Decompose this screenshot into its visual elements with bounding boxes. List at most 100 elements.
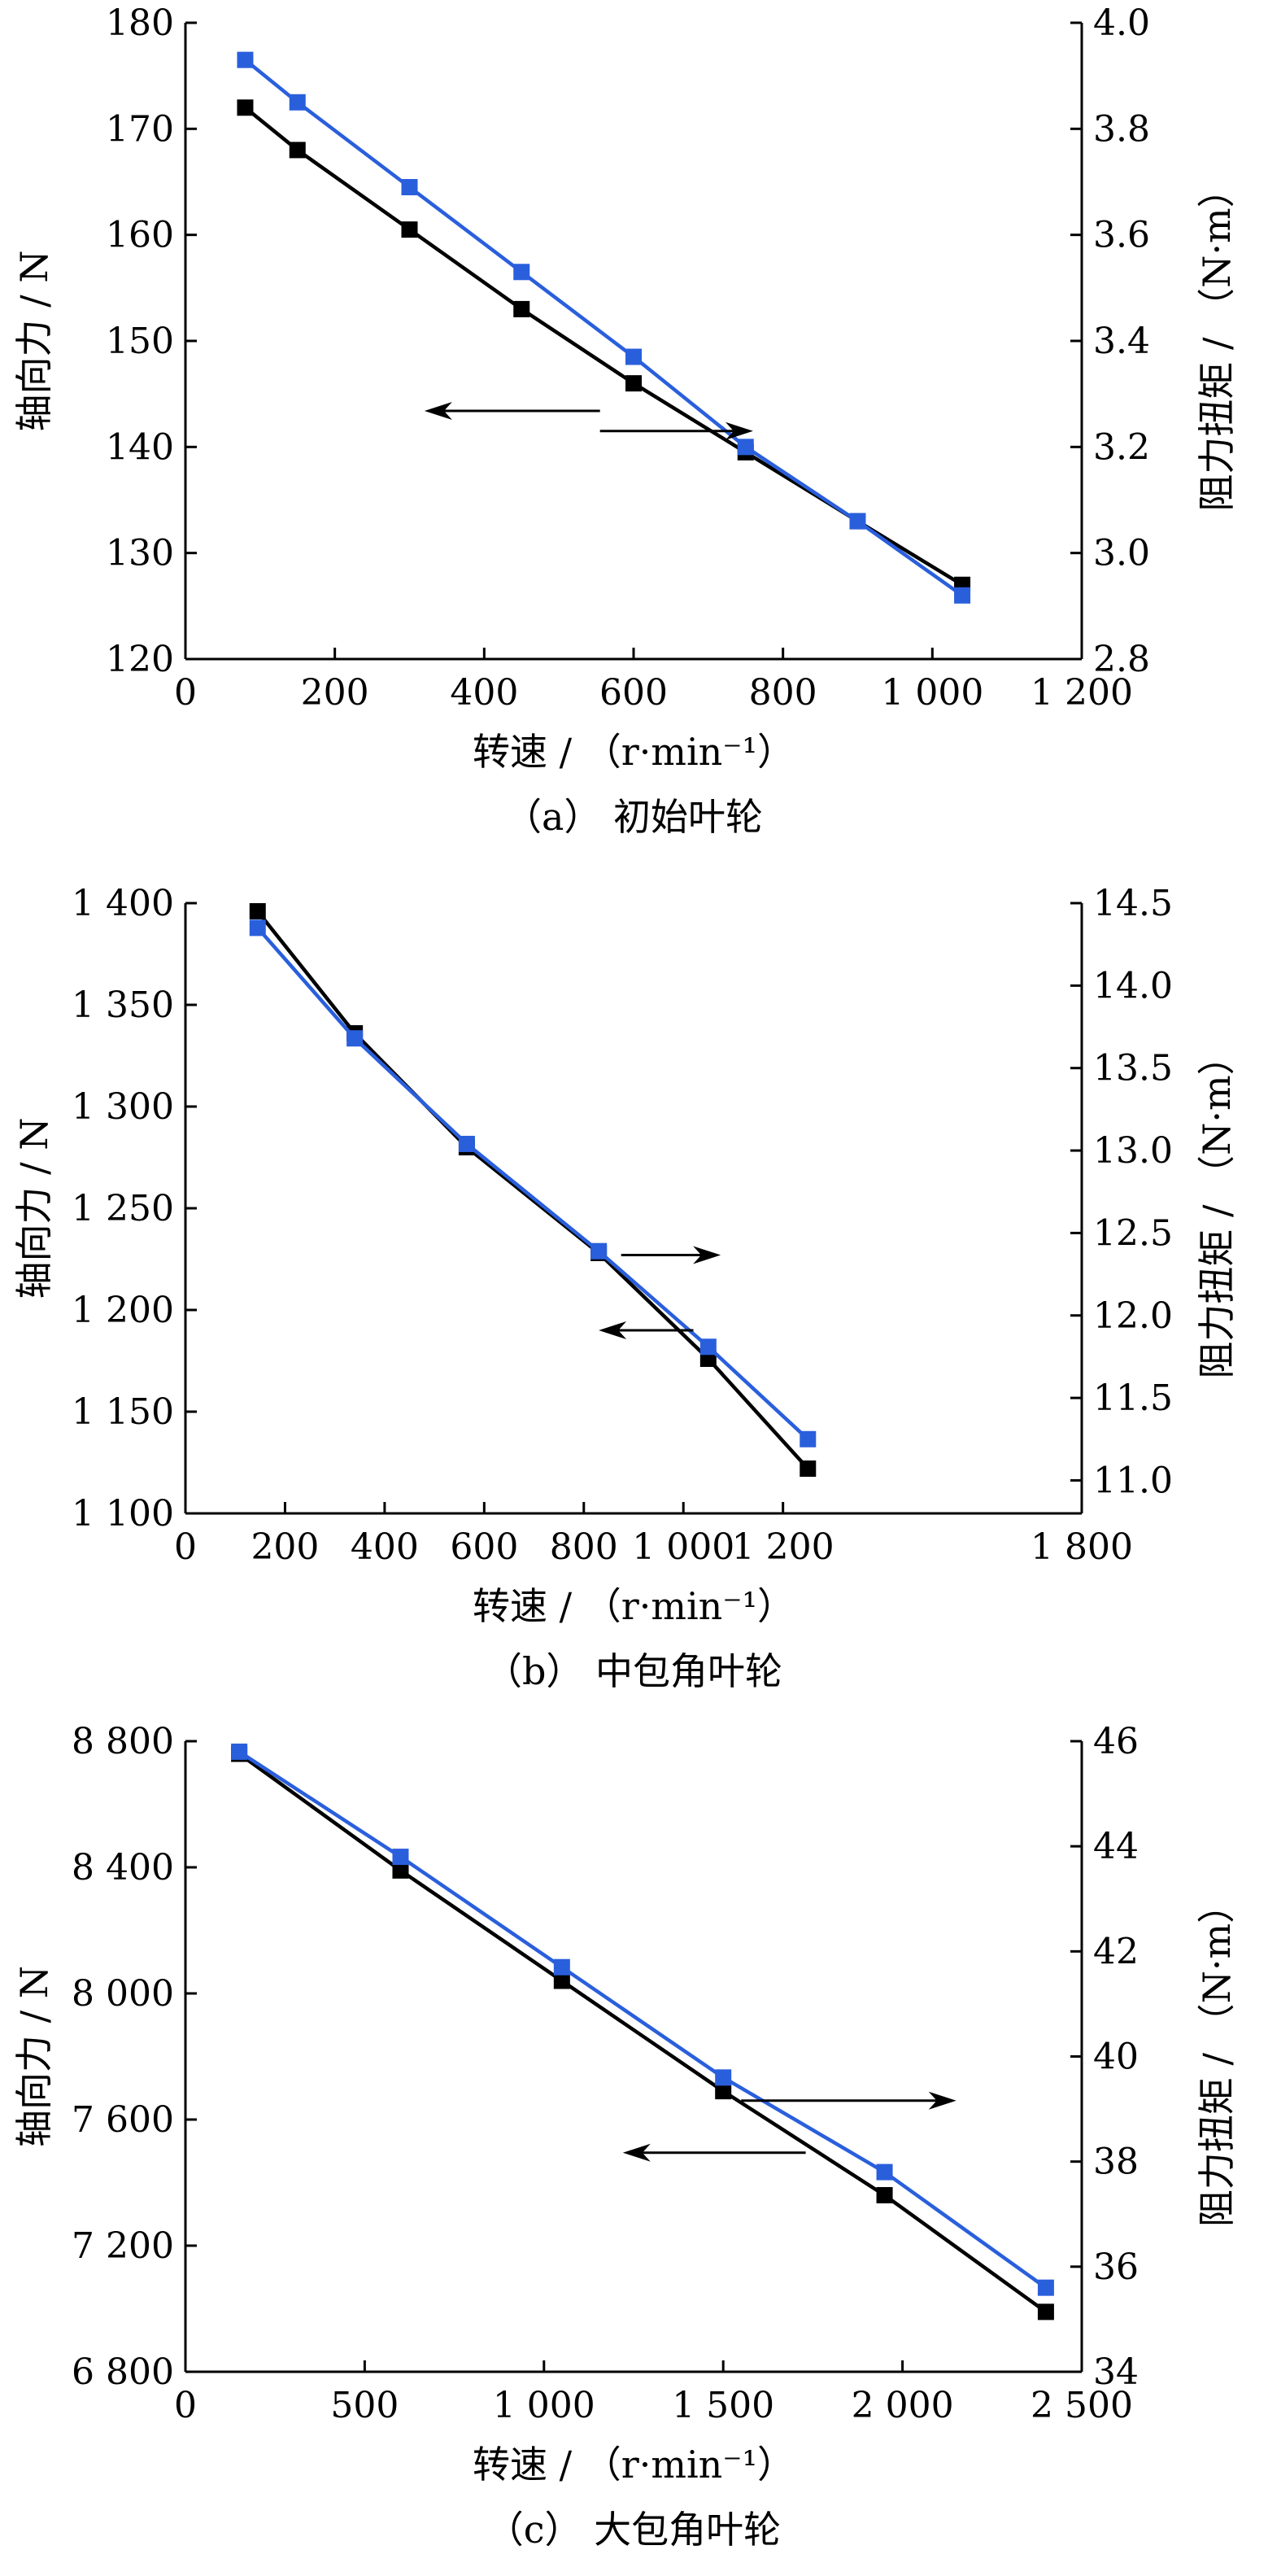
right-tick-label: 12.5 bbox=[1093, 1212, 1173, 1254]
resistance-torque-line bbox=[256, 926, 809, 1441]
x-tick-label: 600 bbox=[450, 1526, 518, 1568]
resistance-torque-point bbox=[237, 51, 254, 68]
x-tick-label: 600 bbox=[599, 672, 668, 714]
x-tick-label: 1 800 bbox=[1031, 1526, 1133, 1568]
left-tick-label: 8 400 bbox=[72, 1847, 174, 1888]
resistance-torque-point bbox=[954, 587, 971, 604]
x-tick-label: 800 bbox=[749, 672, 817, 714]
resistance-torque-point bbox=[249, 919, 266, 937]
left-tick-label: 1 400 bbox=[72, 883, 174, 924]
right-tick-label: 11.0 bbox=[1093, 1460, 1173, 1501]
panel-a: 0 200 400 600 800 1 000 1 200 120 130 140 150 160 17… bbox=[12, 2, 1239, 839]
right-tick-label: 42 bbox=[1093, 1931, 1139, 1972]
resistance-torque-point bbox=[849, 513, 866, 530]
resistance-torque-point bbox=[513, 264, 530, 281]
x-tick-label: 0 bbox=[174, 1526, 197, 1568]
left-tick-label: 7 600 bbox=[72, 2099, 174, 2141]
x-tick-label: 1 000 bbox=[493, 2385, 595, 2426]
axial-force-point bbox=[392, 1862, 409, 1879]
right-axis-title: 阻力扭矩 / （N·m） bbox=[1195, 1037, 1239, 1378]
x-axis-title: 转速 / （r·min⁻¹） bbox=[473, 1584, 795, 1628]
x-tick-label: 0 bbox=[174, 2385, 197, 2426]
x-tick-label: 1 200 bbox=[732, 1526, 834, 1568]
right-arrowhead bbox=[725, 421, 753, 440]
right-tick-label: 13.0 bbox=[1093, 1130, 1173, 1172]
right-tick-label: 2.8 bbox=[1093, 639, 1150, 680]
resistance-torque-point bbox=[590, 1242, 608, 1260]
panel-caption: （a） 初始叶轮 bbox=[504, 795, 763, 839]
x-tick-label: 400 bbox=[450, 672, 518, 714]
left-arrowhead bbox=[424, 402, 452, 421]
axial-force-line bbox=[256, 910, 809, 1470]
resistance-torque-point bbox=[1037, 2279, 1054, 2296]
resistance-torque-point bbox=[876, 2163, 893, 2181]
x-axis-title: 转速 / （r·min⁻¹） bbox=[473, 2443, 795, 2486]
x-tick-label: 200 bbox=[251, 1526, 319, 1568]
right-tick-label: 14.0 bbox=[1093, 965, 1173, 1006]
x-tick-label: 0 bbox=[174, 672, 197, 714]
right-tick-label: 13.5 bbox=[1093, 1048, 1173, 1089]
axial-force-point bbox=[553, 1972, 570, 1989]
axial-force-point bbox=[513, 300, 530, 317]
right-tick-label: 12.0 bbox=[1093, 1295, 1173, 1337]
right-tick-label: 3.8 bbox=[1093, 108, 1150, 150]
left-tick-label: 7 200 bbox=[72, 2225, 174, 2267]
left-tick-label: 6 800 bbox=[72, 2351, 174, 2393]
right-tick-label: 46 bbox=[1093, 1721, 1139, 1762]
left-arrowhead bbox=[622, 2143, 651, 2162]
right-tick-label: 3.2 bbox=[1093, 426, 1150, 468]
right-tick-label: 14.5 bbox=[1093, 883, 1173, 924]
right-tick-label: 36 bbox=[1093, 2246, 1139, 2288]
resistance-torque-point bbox=[553, 1958, 570, 1976]
left-tick-label: 1 150 bbox=[72, 1391, 174, 1433]
left-axis-title: 轴向力 / N bbox=[12, 1118, 56, 1299]
right-tick-label: 40 bbox=[1093, 2037, 1139, 2078]
axial-force-point bbox=[715, 2083, 732, 2100]
resistance-torque-line bbox=[237, 1750, 1048, 2290]
x-axis-title: 转速 / （r·min⁻¹） bbox=[473, 730, 795, 774]
right-axis-title: 阻力扭矩 / （N·m） bbox=[1195, 170, 1239, 511]
axial-force-point bbox=[249, 903, 266, 919]
resistance-torque-point bbox=[800, 1430, 817, 1447]
x-tick-label: 400 bbox=[351, 1526, 419, 1568]
resistance-torque-point bbox=[715, 2069, 732, 2086]
right-axis-title: 阻力扭矩 / （N·m） bbox=[1195, 1886, 1239, 2227]
resistance-torque-point bbox=[346, 1030, 364, 1047]
resistance-torque-point bbox=[289, 94, 306, 111]
left-tick-label: 8 000 bbox=[72, 1973, 174, 2015]
left-tick-label: 1 350 bbox=[72, 985, 174, 1026]
x-tick-label: 1 200 bbox=[1031, 672, 1133, 714]
left-tick-label: 1 100 bbox=[72, 1493, 174, 1535]
left-tick-label: 180 bbox=[106, 2, 174, 44]
x-tick-label: 1 500 bbox=[672, 2385, 774, 2426]
axial-force-point bbox=[800, 1460, 817, 1477]
resistance-torque-point bbox=[231, 1743, 248, 1760]
right-tick-label: 44 bbox=[1093, 1826, 1139, 1867]
right-tick-label: 11.5 bbox=[1093, 1378, 1173, 1419]
left-tick-label: 140 bbox=[106, 426, 174, 468]
right-tick-label: 38 bbox=[1093, 2142, 1139, 2183]
resistance-torque-point bbox=[699, 1338, 717, 1356]
left-tick-label: 1 200 bbox=[72, 1290, 174, 1331]
right-tick-label: 34 bbox=[1093, 2351, 1139, 2393]
panel-caption: （b） 中包角叶轮 bbox=[485, 1649, 782, 1693]
left-tick-label: 120 bbox=[106, 639, 174, 680]
axial-force-point bbox=[625, 375, 642, 392]
left-tick-label: 8 800 bbox=[72, 1721, 174, 1762]
right-tick-label: 3.0 bbox=[1093, 533, 1150, 574]
resistance-torque-point bbox=[401, 179, 418, 196]
axial-force-line bbox=[237, 1752, 1048, 2314]
left-tick-label: 1 300 bbox=[72, 1086, 174, 1128]
left-tick-label: 1 250 bbox=[72, 1188, 174, 1229]
x-tick-label: 1 000 bbox=[881, 672, 983, 714]
left-tick-label: 150 bbox=[106, 321, 174, 362]
left-axis-title: 轴向力 / N bbox=[12, 251, 56, 432]
right-arrowhead bbox=[928, 2091, 956, 2110]
resistance-torque-point bbox=[625, 348, 642, 365]
resistance-torque-point bbox=[392, 1849, 409, 1866]
axial-force-point bbox=[289, 142, 306, 159]
right-tick-label: 4.0 bbox=[1093, 2, 1150, 44]
left-arrowhead bbox=[599, 1321, 627, 1339]
